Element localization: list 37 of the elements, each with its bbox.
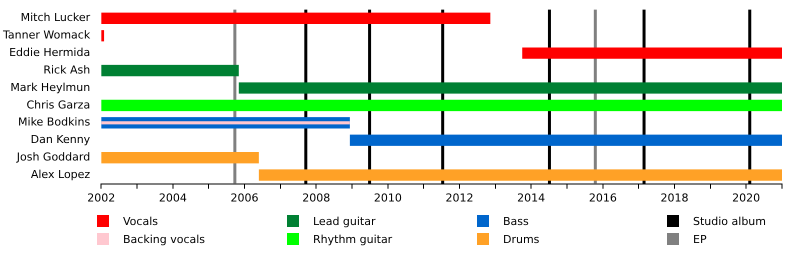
x-tick-label: 2002	[87, 191, 116, 204]
x-tick-label: 2018	[660, 191, 689, 204]
bar	[238, 82, 782, 94]
x-tick-label: 2020	[732, 191, 760, 204]
x-tick-label: 2016	[588, 191, 617, 204]
y-tick-label: Eddie Hermida	[9, 46, 90, 60]
bar	[101, 64, 239, 76]
x-tick-label: 2006	[230, 191, 259, 204]
bar	[522, 47, 782, 59]
legend-label: Backing vocals	[123, 232, 206, 246]
y-tick-label: Mitch Lucker	[20, 11, 91, 24]
y-tick-label: Tanner Womack	[2, 28, 91, 42]
legend-label: Rhythm guitar	[313, 232, 392, 246]
legend-label: Studio album	[693, 214, 766, 228]
y-tick-label: Chris Garza	[26, 98, 90, 112]
legend-label: Lead guitar	[313, 214, 376, 228]
legend-label: Bass	[503, 214, 529, 228]
x-tick-label: 2014	[517, 191, 546, 204]
legend-label: EP	[693, 232, 707, 246]
y-tick-label: Alex Lopez	[30, 168, 90, 181]
y-tick-label: Rick Ash	[43, 63, 90, 76]
x-tick-label: 2004	[158, 191, 187, 204]
y-tick-label: Dan Kenny	[30, 133, 91, 146]
y-tick-label: Mike Bodkins	[18, 116, 90, 129]
bar	[258, 169, 782, 181]
bar	[101, 100, 782, 112]
x-tick-label: 2010	[374, 191, 402, 204]
bar	[101, 152, 259, 164]
y-tick-label: Josh Goddard	[16, 150, 90, 164]
bar	[101, 121, 350, 124]
bar	[350, 134, 782, 146]
x-tick-label: 2008	[302, 191, 330, 204]
y-tick-label: Mark Heylmun	[10, 80, 90, 94]
legend-label: Vocals	[123, 214, 158, 228]
bar	[101, 12, 490, 24]
x-tick-label: 2012	[446, 191, 474, 204]
legend-label: Drums	[503, 232, 540, 246]
